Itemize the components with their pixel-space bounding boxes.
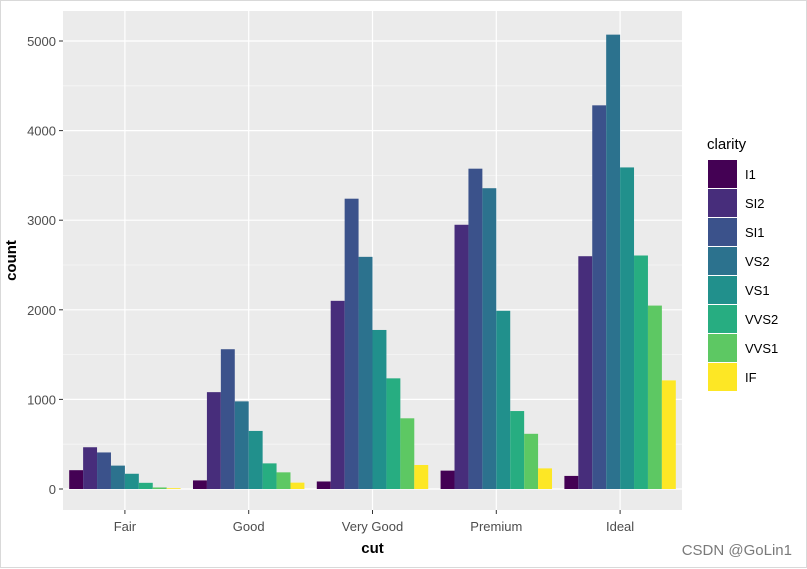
bar-premium-vs2 <box>482 188 497 489</box>
bar-ideal-si2 <box>578 256 593 489</box>
bar-ideal-si1 <box>592 105 607 490</box>
bar-fair-si1 <box>97 452 111 489</box>
bar-good-vs1 <box>248 430 263 489</box>
y-tick-label: 4000 <box>27 124 56 139</box>
bar-good-si2 <box>206 392 221 489</box>
bar-ideal-vs2 <box>606 34 621 490</box>
bar-ideal-i1 <box>564 475 579 489</box>
y-tick-label: 3000 <box>27 213 56 228</box>
x-tick-label: Fair <box>114 519 137 534</box>
bar-premium-i1 <box>440 470 455 489</box>
bar-ideal-if <box>661 380 676 489</box>
y-tick-label: 0 <box>49 482 56 497</box>
bar-premium-vvs2 <box>510 411 525 489</box>
bar-premium-vvs1 <box>524 433 539 489</box>
watermark-text: CSDN @GoLin1 <box>681 542 792 559</box>
legend: clarity I1 SI2 SI1 VS2 VS1 VVS2 VVS1 IF <box>707 136 778 391</box>
bar-premium-si2 <box>454 224 469 490</box>
bar-good-si1 <box>220 349 235 489</box>
legend-label: VVS2 <box>745 312 778 327</box>
y-tick-label: 5000 <box>27 34 56 49</box>
bar-premium-si1 <box>468 168 483 489</box>
bar-fair-i1 <box>69 470 84 489</box>
bar-fair-vs2 <box>110 465 125 489</box>
legend-label: SI1 <box>745 225 765 240</box>
bar-good-vvs2 <box>262 463 277 489</box>
bar-fair-if <box>166 488 181 489</box>
bar-very-good-si1 <box>344 198 359 490</box>
legend-label: I1 <box>745 167 756 182</box>
legend-label: VVS1 <box>745 341 778 356</box>
legend-key-i1 <box>708 160 737 188</box>
bar-very-good-vs1 <box>372 329 387 489</box>
bar-very-good-vvs2 <box>386 378 401 489</box>
x-tick-label: Very Good <box>342 519 403 534</box>
bar-very-good-if <box>414 464 429 489</box>
bar-good-vs2 <box>234 401 249 489</box>
bar-ideal-vvs2 <box>634 255 648 489</box>
bar-good-vvs1 <box>276 472 291 489</box>
legend-label: SI2 <box>745 196 765 211</box>
bar-very-good-i1 <box>316 481 331 489</box>
bar-very-good-vvs1 <box>400 418 415 489</box>
legend-label: VS2 <box>745 254 770 269</box>
x-axis: Fair Good Very Good Premium Ideal <box>114 510 634 534</box>
legend-title: clarity <box>707 136 747 153</box>
x-tick-label: Premium <box>470 519 522 534</box>
y-axis-title: count <box>3 240 20 281</box>
bar-premium-vs1 <box>496 310 511 489</box>
y-tick-label: 2000 <box>27 303 56 318</box>
bars <box>69 34 676 490</box>
legend-label: IF <box>745 370 757 385</box>
x-tick-label: Ideal <box>606 519 634 534</box>
x-axis-title: cut <box>361 540 384 557</box>
bar-very-good-vs2 <box>358 256 373 489</box>
legend-key-si2 <box>708 189 737 217</box>
bar-ideal-vs1 <box>620 167 635 489</box>
legend-key-si1 <box>708 218 737 246</box>
legend-key-vs2 <box>708 247 737 275</box>
bar-fair-vs1 <box>124 473 139 489</box>
bar-fair-vvs2 <box>138 482 153 489</box>
y-tick-label: 1000 <box>27 392 56 407</box>
legend-label: VS1 <box>745 283 770 298</box>
bar-fair-vvs1 <box>152 487 167 489</box>
bar-very-good-si2 <box>330 300 345 489</box>
x-tick-label: Good <box>233 519 265 534</box>
legend-key-vs1 <box>708 276 737 304</box>
y-axis: 0 1000 2000 3000 4000 5000 <box>27 34 63 497</box>
legend-key-vvs1 <box>708 334 737 362</box>
legend-key-if <box>708 363 737 391</box>
bar-fair-si2 <box>83 447 98 489</box>
bar-good-i1 <box>192 480 207 489</box>
bar-good-if <box>290 482 305 489</box>
bar-ideal-vvs1 <box>647 305 662 489</box>
legend-key-vvs2 <box>708 305 737 333</box>
bar-premium-if <box>538 468 553 489</box>
